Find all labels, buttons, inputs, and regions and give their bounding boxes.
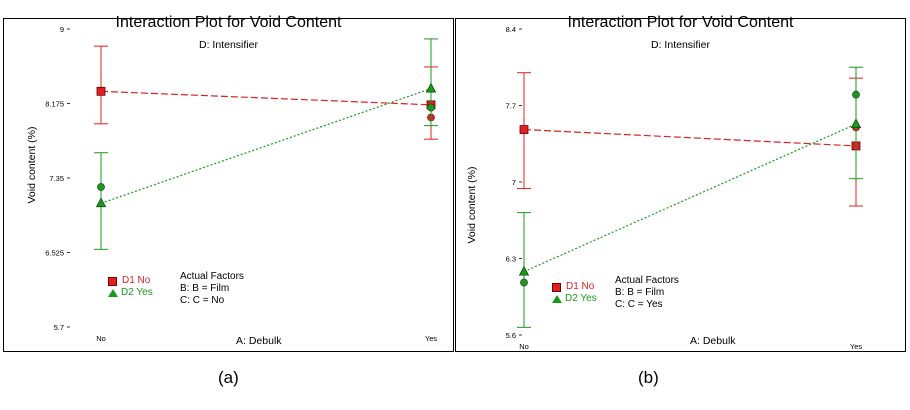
chart-panel-b: 5.6 6.3 7 7.7 8.4 No Yes Interaction Plot for … [455, 14, 906, 352]
y-tick-label: 5.6 [506, 331, 516, 340]
x-axis-label-a: A: Debulk [236, 335, 282, 347]
caption-b: (b) [638, 368, 659, 387]
chart-svg-a: 5.7 6.525 7.35 8.175 9 No Yes [45, 25, 438, 343]
y-tick-label: 6.525 [45, 249, 64, 258]
factors-heading: Actual Factors [180, 271, 244, 282]
legend-label: D2 Yes [121, 287, 153, 298]
x-tick-label: No [96, 334, 106, 343]
square-marker-icon [552, 282, 561, 292]
legend-label: D1 No [122, 275, 151, 286]
y-tick-label: 6.3 [506, 255, 516, 264]
x-axis-label-b: A: Debulk [690, 335, 736, 347]
y-axis-label-b: Void content (%) [466, 166, 478, 244]
y-tick-label: 7.35 [49, 174, 64, 183]
factor-c: C: C = No [180, 295, 225, 306]
factor-c: C: C = Yes [615, 299, 663, 310]
legend-item-d2: D2 Yes [108, 287, 153, 299]
series-line [523, 123, 857, 273]
y-tick-label: 8.4 [506, 25, 516, 34]
y-tick-label: 7 [512, 178, 516, 187]
x-tick-label: Yes [425, 334, 437, 343]
chart-subtitle-b: D: Intensifier [651, 39, 710, 51]
legend-label: D2 Yes [565, 293, 597, 304]
chart-title-b: Interaction Plot for Void Content [567, 14, 794, 31]
chart-svg-b: 5.6 6.3 7 7.7 8.4 No Yes [506, 25, 863, 351]
x-tick-label: Yes [850, 342, 862, 351]
chart-subtitle-a: D: Intensifier [199, 39, 258, 51]
actual-factors-b: Actual Factors B: B = Film C: C = Yes [615, 275, 679, 311]
legend-item-d1: D1 No [552, 281, 597, 293]
y-tick-label: 7.7 [506, 102, 516, 111]
y-tick-label: 9 [60, 25, 64, 34]
factor-b: B: B = Film [180, 283, 230, 294]
chart-panel-a: 5.7 6.525 7.35 8.175 9 No Yes Interaction Plot… [3, 14, 454, 352]
data-point-square [96, 86, 106, 96]
data-point-triangle [95, 197, 107, 208]
square-marker-icon [108, 276, 117, 286]
observed-point [852, 90, 860, 99]
data-point-triangle [518, 265, 530, 276]
series-line [523, 128, 857, 147]
factors-heading: Actual Factors [615, 275, 679, 286]
y-tick-label: 8.175 [45, 100, 64, 109]
legend-label: D1 No [566, 281, 595, 292]
legend-item-d2: D2 Yes [552, 293, 597, 305]
observed-point [427, 103, 435, 112]
data-point-triangle [850, 118, 862, 128]
actual-factors-a: Actual Factors B: B = Film C: C = No [180, 271, 244, 307]
triangle-marker-icon [108, 289, 118, 297]
caption-a: (a) [218, 368, 239, 387]
observed-point [520, 278, 528, 287]
x-tick-label: No [519, 342, 529, 351]
legend-a: D1 No D2 Yes [108, 275, 153, 299]
data-point-square [519, 125, 529, 134]
y-axis-label-a: Void content (%) [26, 126, 38, 204]
factor-b: B: B = Film [615, 287, 665, 298]
data-point-triangle [425, 82, 437, 93]
chart-title-a: Interaction Plot for Void Content [115, 14, 342, 31]
series-line [100, 88, 432, 204]
legend-item-d1: D1 No [108, 275, 153, 287]
observed-point [97, 183, 105, 191]
legend-b: D1 No D2 Yes [552, 281, 597, 305]
triangle-marker-icon [552, 295, 562, 303]
series-line [100, 90, 432, 106]
y-tick-label: 5.7 [54, 323, 64, 332]
